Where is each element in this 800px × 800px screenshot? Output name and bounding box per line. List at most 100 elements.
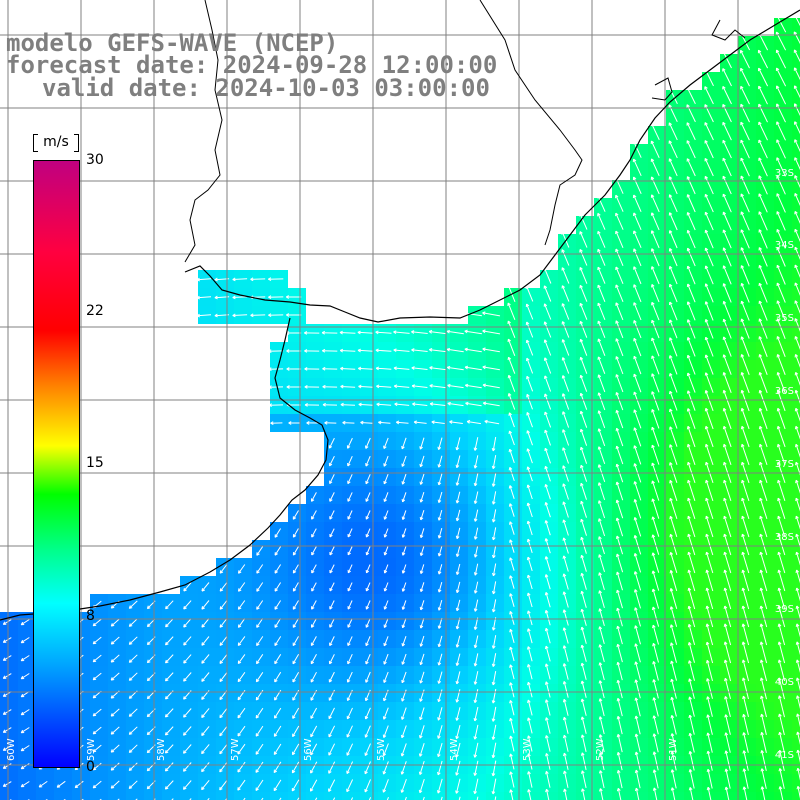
wind-arrow — [311, 492, 317, 502]
arrow-head — [651, 444, 655, 448]
wind-arrow — [597, 284, 606, 302]
arrow-head — [651, 426, 655, 430]
arrow-head — [508, 374, 512, 378]
arrow-head — [165, 641, 167, 646]
wind-arrow — [419, 778, 425, 793]
arrow-head — [128, 713, 131, 717]
arrow-head — [455, 662, 458, 666]
wind-arrow — [617, 644, 623, 663]
wind-arrow — [580, 339, 588, 356]
wind-arrow — [687, 444, 696, 466]
wind-arrow — [758, 336, 768, 357]
arrow-head — [473, 717, 476, 722]
wind-arrow — [635, 787, 640, 800]
arrow-head — [419, 463, 421, 467]
arrow-head — [509, 503, 513, 507]
wind-arrow — [776, 85, 787, 105]
wind-arrow — [705, 265, 714, 285]
arrow-head — [579, 302, 584, 306]
wind-arrow — [544, 448, 551, 464]
arrow-head — [724, 605, 728, 609]
wind-arrow — [670, 606, 678, 627]
arrow-head — [455, 717, 458, 721]
arrow-head — [617, 643, 621, 647]
wind-cell — [792, 720, 800, 738]
wind-arrow — [778, 695, 785, 718]
wind-arrow — [411, 349, 428, 352]
arrow-head — [110, 641, 113, 645]
arrow-head — [455, 735, 457, 739]
arrow-head — [671, 678, 674, 682]
wind-arrow — [758, 247, 768, 267]
wind-arrow — [128, 618, 138, 627]
wind-arrow — [687, 390, 696, 411]
arrow-head — [92, 676, 95, 680]
wind-arrow — [347, 455, 353, 467]
colorbar-tick: 30 — [86, 152, 104, 168]
arrow-head — [599, 590, 602, 594]
wind-arrow — [652, 516, 660, 537]
arrow-head — [793, 13, 797, 17]
arrow-head — [455, 553, 458, 557]
arrow-head — [324, 420, 328, 424]
wind-arrow — [328, 761, 336, 774]
wind-arrow — [705, 247, 714, 267]
wind-arrow — [384, 600, 389, 610]
arrow-head — [742, 623, 746, 627]
arrow-head — [689, 732, 693, 736]
arrow-head — [615, 248, 619, 252]
wind-arrow — [492, 724, 497, 740]
wind-cell — [594, 792, 612, 800]
arrow-head — [598, 356, 602, 360]
wind-arrow — [365, 654, 371, 665]
arrow-head — [376, 402, 380, 405]
arrow-head — [232, 295, 236, 298]
wind-arrow — [401, 671, 407, 683]
wind-arrow — [358, 367, 374, 370]
wind-arrow — [402, 528, 407, 538]
wind-arrow — [707, 732, 713, 753]
arrow-head — [617, 733, 621, 737]
arrow-head — [635, 751, 639, 755]
wind-arrow — [794, 175, 800, 189]
arrow-head — [741, 318, 745, 322]
arrow-head — [795, 443, 799, 447]
arrow-head — [669, 194, 673, 197]
wind-arrow — [456, 671, 461, 685]
arrow-head — [304, 367, 308, 370]
wind-arrow — [687, 355, 696, 375]
wind-arrow — [669, 480, 678, 502]
wind-arrow — [741, 372, 750, 394]
arrow-head — [779, 749, 783, 753]
wind-arrow — [580, 411, 588, 428]
arrow-head — [340, 384, 344, 387]
wind-arrow — [652, 588, 660, 609]
wind-arrow — [110, 726, 120, 735]
wind-cell — [792, 432, 800, 450]
arrow-head — [615, 212, 619, 216]
wind-arrow — [794, 264, 800, 278]
arrow-head — [401, 481, 403, 485]
wind-cell — [486, 792, 504, 800]
arrow-head — [671, 733, 675, 737]
wind-arrow — [724, 659, 732, 682]
arrow-head — [633, 194, 637, 198]
arrow-head — [599, 644, 603, 648]
wind-arrow — [617, 788, 622, 800]
wind-arrow — [724, 641, 732, 664]
arrow-head — [599, 734, 603, 738]
lagoon-outline — [651, 77, 673, 101]
arrow-head — [651, 373, 655, 377]
wind-arrow — [329, 654, 335, 665]
wind-arrow — [3, 637, 12, 643]
wind-arrow — [616, 607, 623, 627]
wind-arrow — [723, 408, 732, 430]
arrow-head — [651, 176, 655, 180]
wind-arrow — [446, 330, 464, 335]
wind-arrow — [237, 654, 246, 664]
arrow-head — [563, 645, 567, 649]
wind-arrow — [183, 672, 192, 682]
wind-arrow — [255, 779, 264, 791]
arrow-head — [796, 623, 800, 627]
wind-cell — [216, 792, 234, 800]
